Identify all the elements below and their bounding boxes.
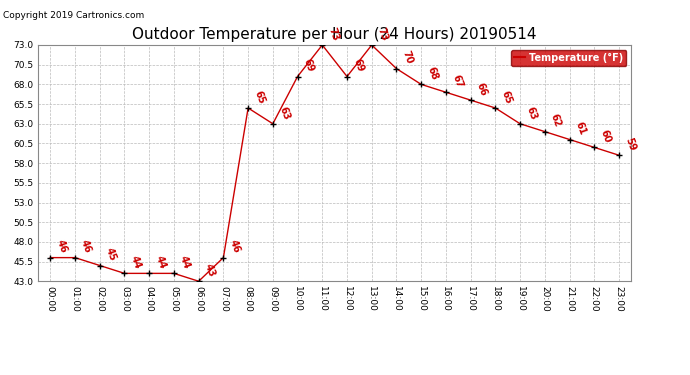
Text: 70: 70 xyxy=(401,50,415,66)
Text: 61: 61 xyxy=(573,121,588,137)
Text: 65: 65 xyxy=(500,89,513,105)
Text: 44: 44 xyxy=(153,255,168,271)
Text: Copyright 2019 Cartronics.com: Copyright 2019 Cartronics.com xyxy=(3,11,145,20)
Text: 44: 44 xyxy=(178,255,192,271)
Text: 46: 46 xyxy=(79,239,93,255)
Text: 73: 73 xyxy=(326,26,340,42)
Text: 63: 63 xyxy=(524,105,538,121)
Title: Outdoor Temperature per Hour (24 Hours) 20190514: Outdoor Temperature per Hour (24 Hours) … xyxy=(132,27,537,42)
Text: 59: 59 xyxy=(623,136,637,153)
Text: 68: 68 xyxy=(425,65,440,82)
Text: 73: 73 xyxy=(376,26,390,42)
Text: 69: 69 xyxy=(302,58,316,74)
Legend: Temperature (°F): Temperature (°F) xyxy=(511,50,627,66)
Text: 69: 69 xyxy=(351,58,365,74)
Text: 67: 67 xyxy=(450,74,464,90)
Text: 46: 46 xyxy=(55,239,68,255)
Text: 63: 63 xyxy=(277,105,291,121)
Text: 60: 60 xyxy=(598,129,613,145)
Text: 46: 46 xyxy=(228,239,242,255)
Text: 44: 44 xyxy=(128,255,143,271)
Text: 62: 62 xyxy=(549,113,563,129)
Text: 43: 43 xyxy=(203,262,217,279)
Text: 45: 45 xyxy=(104,247,118,263)
Text: 65: 65 xyxy=(253,89,266,105)
Text: 66: 66 xyxy=(475,81,489,98)
